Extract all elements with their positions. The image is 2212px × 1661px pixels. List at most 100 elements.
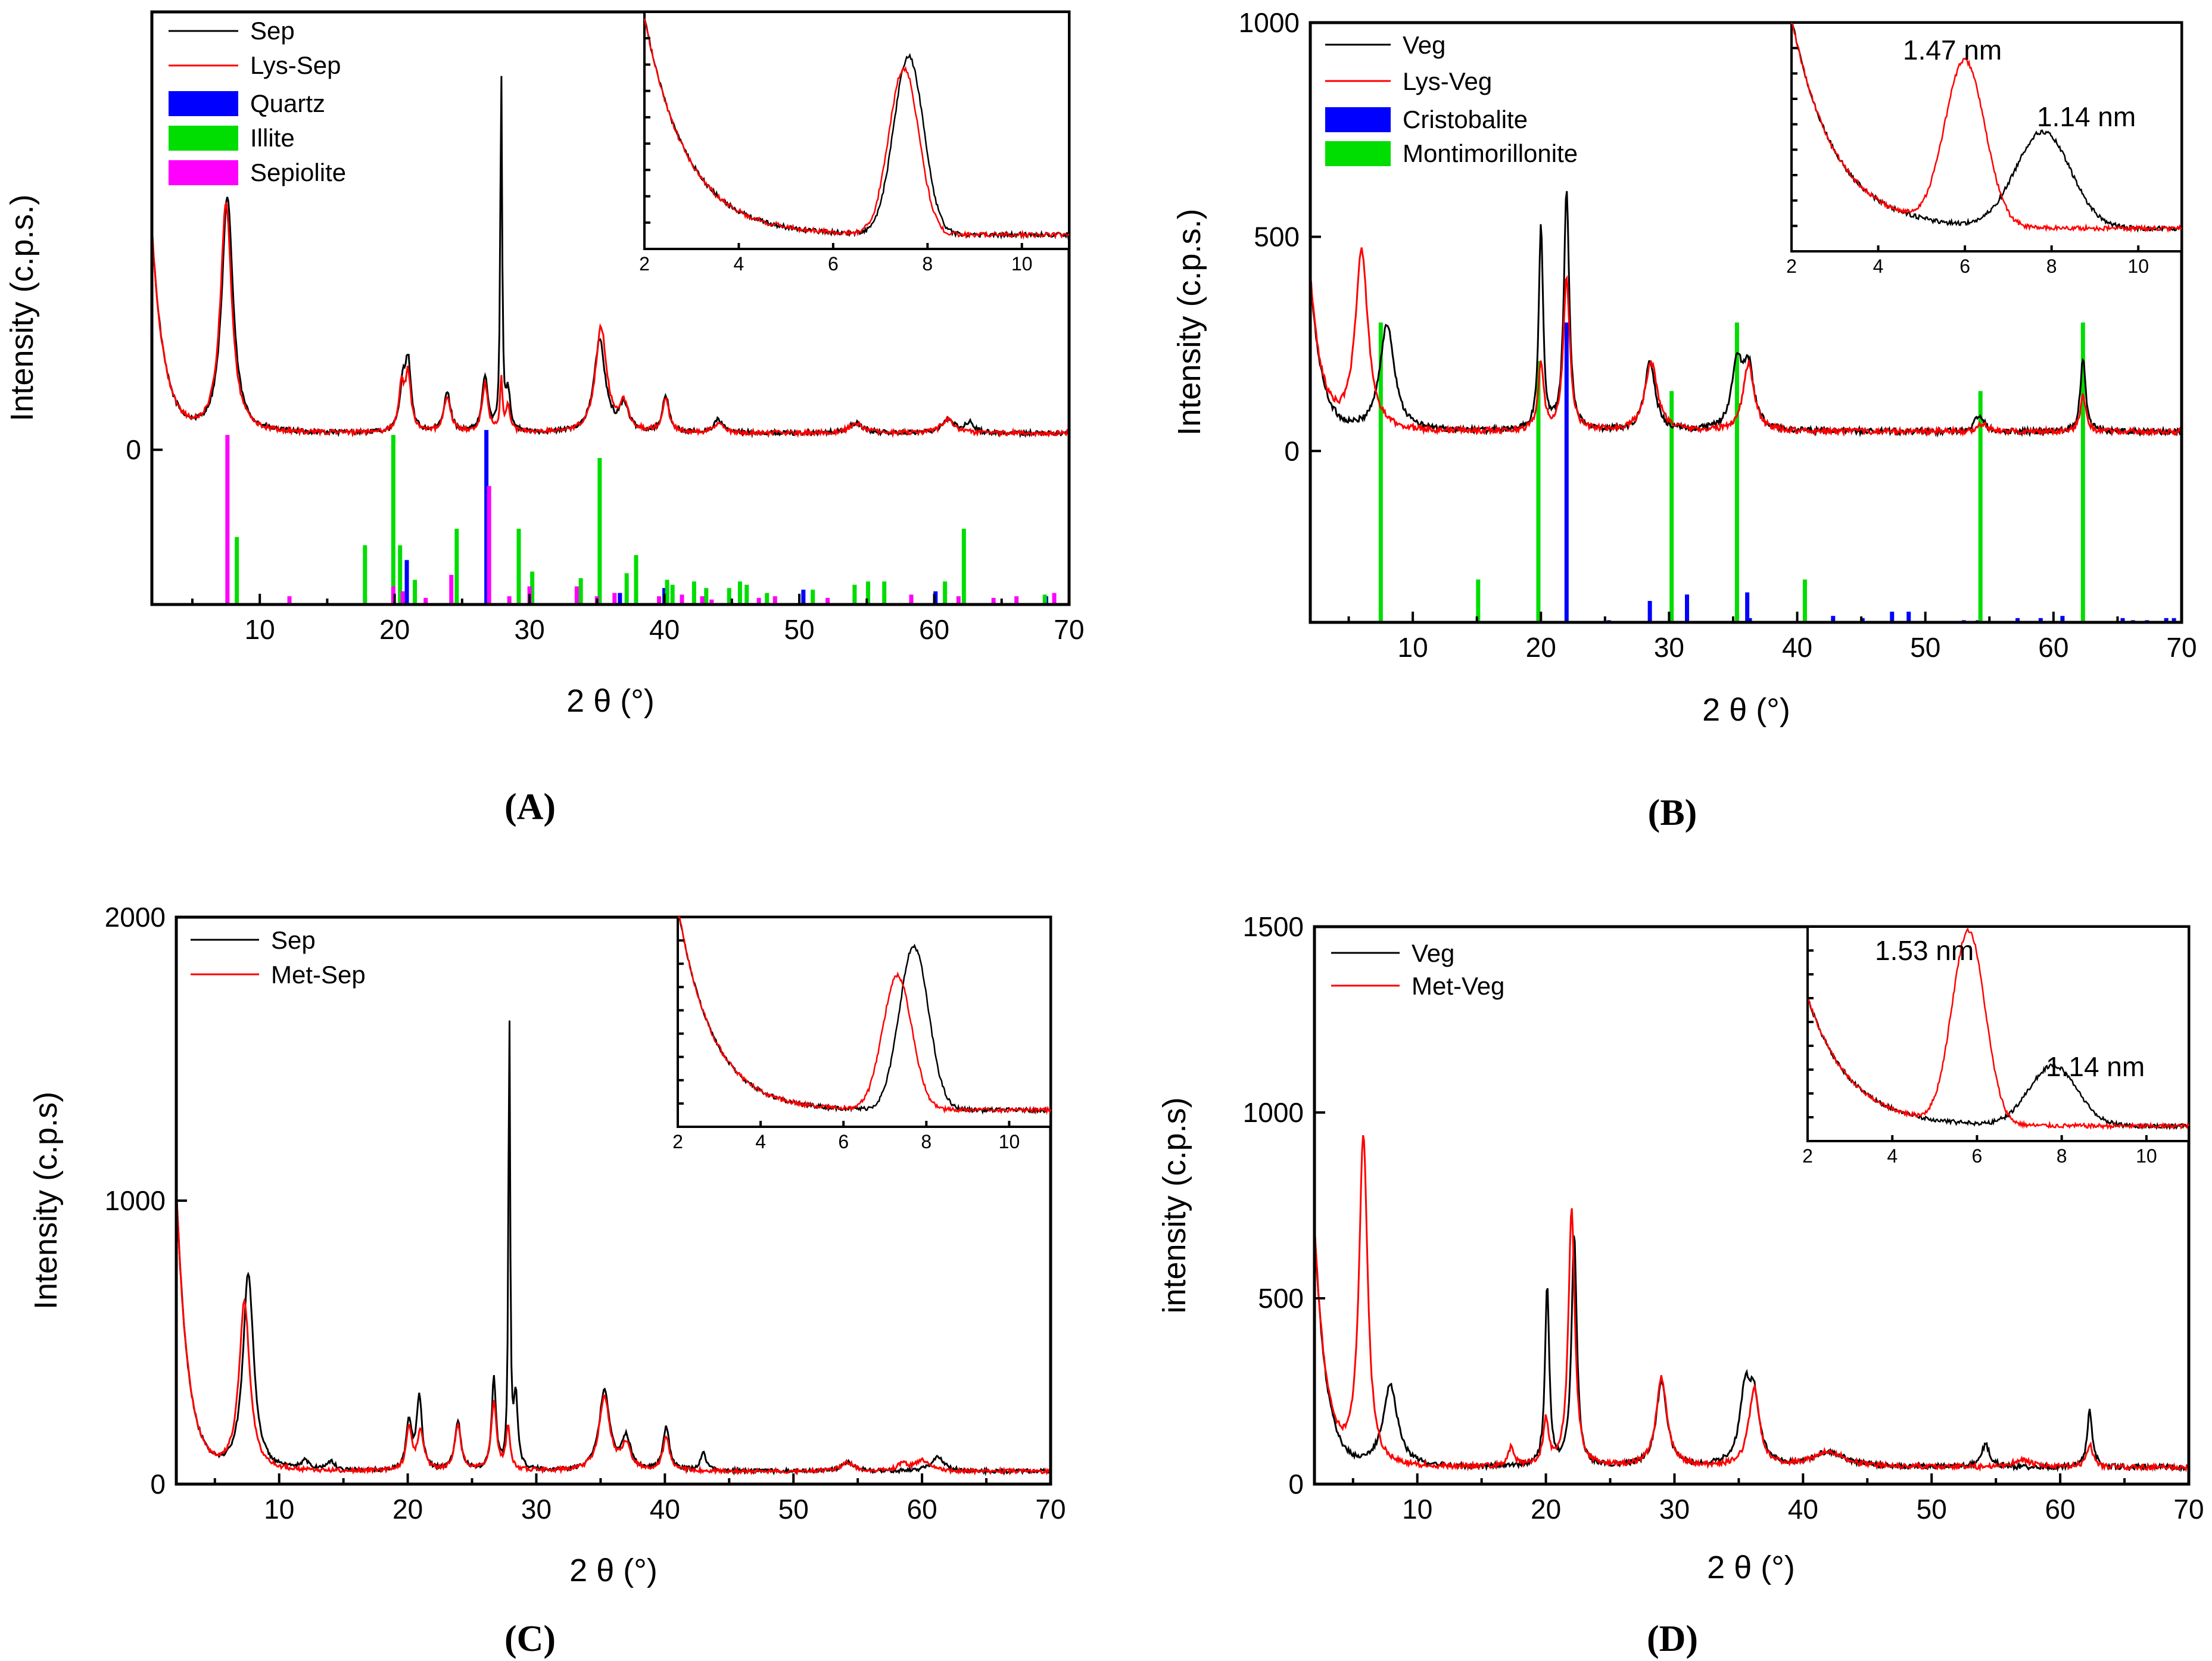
ref-bar-illite-15 (704, 588, 709, 604)
inset-x-tick-label: 8 (921, 1131, 931, 1152)
ref-bar-sepiolite-19 (909, 594, 914, 604)
y-tick-label: 2000 (105, 902, 166, 933)
ref-bar-illite-20 (811, 590, 815, 604)
ref-bar-illite-5 (454, 528, 459, 604)
x-tick-label: 70 (2166, 632, 2197, 663)
inset-frame (643, 11, 1070, 250)
panel-b-frame (1308, 21, 2183, 624)
inset-x-tick-label: 4 (1887, 1145, 1898, 1167)
y-tick-label: 0 (126, 434, 141, 465)
x-tick-label: 20 (1526, 632, 1556, 663)
series-line-lys-veg (1309, 247, 2182, 437)
x-tick-label: 40 (649, 614, 680, 645)
panel-c-ticks: 10 20 30 40 50 60 70 0 1000 2000 (105, 902, 1066, 1525)
panel-c: 10 20 30 40 50 60 70 0 1000 2000 2 θ (°) Intensit… (28, 902, 1066, 1659)
x-tick-label: 10 (264, 1494, 294, 1525)
ref-bar-sepiolite-16 (756, 597, 761, 604)
ref-bar-sepiolite-20 (956, 596, 961, 604)
panel-b-ylabel: Intensity (c.p.s.) (1172, 208, 1207, 435)
panel-a-ylabel: Intensity (c.p.s.) (4, 194, 40, 421)
panel-d-inset: 2 4 6 8 10 1.53 nm 1.14 nm (1802, 925, 2190, 1167)
ref-bar-sepiolite-2 (391, 586, 395, 604)
panel-a-legend: Sep Lys-Sep Quartz Illite Sepiolite (169, 17, 346, 186)
ref-bar-illite-7 (530, 571, 535, 604)
x-tick-label: 20 (392, 1494, 423, 1525)
ref-bar-illite-2 (391, 435, 395, 604)
panel-c-legend: Sep Met-Sep (191, 926, 366, 989)
ref-bar-sepiolite-14 (700, 596, 705, 604)
x-tick-label: 30 (1654, 632, 1684, 663)
ref-bar-sepiolite-5 (449, 575, 454, 604)
legend-label-cristobalite: Cristobalite (1403, 105, 1528, 133)
legend-swatch-sepiolite (169, 160, 238, 185)
y-tick-label: 1000 (1239, 7, 1300, 38)
ref-bar-sepiolite-23 (1052, 593, 1057, 604)
ref-bar-illite-9 (597, 458, 602, 604)
ref-bar-cristobalite-19 (2172, 618, 2176, 622)
ref-bar-sepiolite-15 (709, 599, 714, 604)
ref-bar-cristobalite-14 (2060, 616, 2065, 622)
x-tick-label: 50 (1910, 632, 1940, 663)
ref-bar-illite-17 (737, 581, 742, 604)
ref-bar-illite-4 (413, 579, 418, 604)
y-tick-label: 0 (1284, 435, 1300, 466)
legend-label-montimorillonite: Montimorillonite (1403, 139, 1578, 167)
x-tick-label: 20 (379, 614, 410, 645)
inset-annotation: 1.47 nm (1903, 35, 2002, 66)
x-tick-label: 30 (521, 1494, 552, 1525)
panel-a-xlabel: 2 θ (°) (566, 683, 655, 719)
x-tick-label: 60 (2045, 1494, 2076, 1525)
y-tick-label: 1000 (105, 1185, 166, 1216)
legend-swatch-illite (169, 126, 238, 151)
legend-label-veg: Veg (1403, 31, 1445, 59)
ref-bar-illite-3 (398, 545, 403, 604)
ref-bar-montimorillonite-2 (1536, 361, 1541, 622)
panel-b-inset: 2 4 6 8 10 1.47 nm 1.14 nm (1786, 21, 2183, 277)
inset-x-tick-label: 10 (2127, 255, 2149, 277)
ref-bar-sepiolite-0 (225, 435, 230, 604)
ref-bar-sepiolite-17 (772, 596, 777, 604)
ref-bar-illite-24 (943, 581, 948, 604)
panel-d-plot-area (1313, 1135, 2190, 1473)
x-tick-label: 10 (1402, 1494, 1432, 1525)
legend-label-illite: Illite (250, 124, 295, 152)
ref-bar-montimorillonite-1 (1476, 579, 1481, 622)
inset-frame (1806, 925, 2190, 1142)
ref-bar-illite-8 (578, 578, 583, 604)
panel-a-frame (150, 10, 1071, 606)
panel-b-label: (B) (1648, 793, 1697, 833)
x-tick-label: 20 (1531, 1494, 1561, 1525)
inset-x-tick-label: 4 (734, 253, 744, 275)
ref-bar-cristobalite-9 (1906, 612, 1911, 622)
panel-b-xlabel: 2 θ (°) (1702, 692, 1790, 728)
x-tick-label: 40 (1782, 632, 1812, 663)
ref-bar-sepiolite-3 (400, 591, 405, 604)
inset-x-tick-label: 2 (639, 253, 650, 275)
x-tick-label: 40 (650, 1494, 680, 1525)
x-tick-label: 30 (515, 614, 545, 645)
ref-bar-illite-23 (882, 581, 887, 604)
ref-bar-illite-18 (744, 584, 749, 604)
ref-bar-cristobalite-12 (2015, 618, 2020, 622)
x-tick-label: 50 (778, 1494, 809, 1525)
inset-annotation: 1.53 nm (1875, 935, 1974, 966)
ref-bar-sepiolite-6 (487, 486, 491, 604)
panel-d-ylabel: intensity (c.p.s) (1157, 1097, 1192, 1313)
inset-x-tick-label: 10 (1011, 253, 1033, 275)
ref-bar-illite-0 (235, 537, 239, 604)
y-tick-label: 500 (1254, 222, 1300, 253)
x-tick-label: 70 (1035, 1494, 1066, 1525)
ref-bar-cristobalite-4 (1745, 592, 1750, 622)
ref-bar-cristobalite-3 (1685, 594, 1690, 622)
inset-x-tick-label: 2 (1802, 1145, 1813, 1167)
inset-x-tick-label: 4 (755, 1131, 766, 1152)
ref-bar-illite-14 (691, 581, 696, 604)
ref-bar-montimorillonite-6 (1978, 391, 1983, 622)
panel-d-label: (D) (1647, 1619, 1698, 1659)
ref-bar-cristobalite-6 (1831, 616, 1836, 622)
series-line-met-veg (1313, 1135, 2190, 1472)
panel-b-plot-area (1309, 191, 2183, 622)
ref-bar-cristobalite-2 (1647, 601, 1652, 622)
panel-c-label: (C) (504, 1619, 556, 1659)
